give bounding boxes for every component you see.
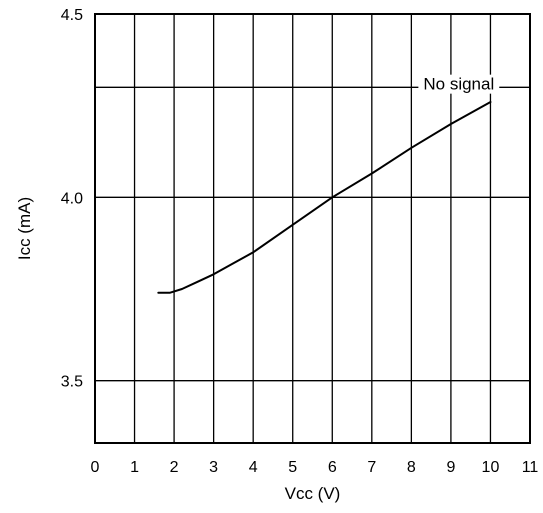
- x-tick-label-3: 3: [209, 459, 218, 476]
- x-tick-label-9: 9: [446, 459, 455, 476]
- x-tick-label-5: 5: [288, 459, 297, 476]
- x-axis-label: Vcc (V): [285, 484, 341, 503]
- series-line-0: [157, 101, 492, 294]
- y-tick-label-4.0: 4.0: [61, 190, 83, 207]
- x-tick-label-0: 0: [91, 459, 100, 476]
- y-tick-label-3.5: 3.5: [61, 374, 83, 391]
- annotation-bg-0: [418, 74, 500, 94]
- tick-labels: 0 1 2 3 4 5 6 7 8 9 10 11 3.5 4.0 4.5: [61, 7, 539, 476]
- annotations-layer: No signal: [418, 74, 500, 94]
- x-tick-label-7: 7: [367, 459, 376, 476]
- series-layer: [157, 101, 492, 294]
- x-tick-label-8: 8: [407, 459, 416, 476]
- x-tick-label-2: 2: [170, 459, 179, 476]
- x-tick-label-11: 11: [522, 459, 539, 476]
- x-tick-label-1: 1: [130, 459, 139, 476]
- x-tick-label-10: 10: [482, 459, 500, 476]
- annotation-no-signal: No signal: [423, 75, 494, 94]
- y-tick-label-4.5: 4.5: [61, 7, 83, 24]
- x-tick-label-4: 4: [249, 459, 258, 476]
- y-axis-label: Icc (mA): [15, 197, 34, 260]
- x-tick-label-6: 6: [328, 459, 337, 476]
- plot-frame: [94, 13, 531, 444]
